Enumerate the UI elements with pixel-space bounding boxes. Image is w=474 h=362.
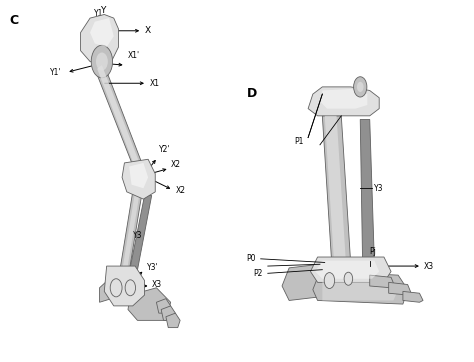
Polygon shape (81, 14, 118, 65)
Polygon shape (313, 272, 408, 304)
Text: Y3: Y3 (374, 184, 384, 193)
Polygon shape (97, 65, 142, 174)
Polygon shape (320, 89, 367, 109)
Polygon shape (310, 257, 391, 282)
Polygon shape (128, 195, 152, 282)
Polygon shape (403, 291, 423, 302)
Circle shape (110, 279, 122, 297)
Polygon shape (156, 299, 171, 313)
Text: C: C (9, 14, 18, 28)
Text: P1: P1 (294, 137, 303, 146)
Polygon shape (282, 264, 320, 300)
Text: P0: P0 (246, 254, 256, 262)
Polygon shape (389, 282, 411, 295)
Circle shape (354, 77, 367, 97)
Polygon shape (360, 119, 374, 264)
Text: Y3: Y3 (133, 231, 142, 240)
Bar (237, 0, 474, 80)
Polygon shape (128, 288, 171, 320)
Polygon shape (325, 116, 346, 264)
Text: Y3': Y3' (147, 264, 159, 272)
Text: Y1': Y1' (50, 68, 62, 77)
Polygon shape (166, 313, 180, 328)
Polygon shape (322, 275, 398, 300)
Text: Pj: Pj (370, 247, 377, 256)
Polygon shape (100, 277, 111, 302)
Polygon shape (370, 275, 394, 288)
Circle shape (324, 273, 335, 289)
Text: Y2': Y2' (159, 145, 170, 154)
Polygon shape (118, 192, 142, 279)
Text: X1': X1' (128, 51, 140, 60)
Text: X: X (145, 26, 151, 35)
Polygon shape (122, 159, 155, 199)
Text: Y1: Y1 (94, 9, 103, 18)
Polygon shape (95, 65, 145, 177)
Circle shape (344, 272, 353, 285)
Polygon shape (90, 18, 114, 47)
Polygon shape (322, 116, 351, 264)
Text: X3: X3 (152, 280, 162, 289)
Text: X2: X2 (171, 160, 181, 169)
Circle shape (125, 280, 136, 296)
Circle shape (357, 82, 364, 92)
Text: D: D (246, 87, 257, 100)
Text: X2: X2 (175, 186, 185, 194)
Polygon shape (161, 306, 175, 320)
Text: P2: P2 (254, 269, 263, 278)
Text: Y: Y (100, 6, 106, 15)
Polygon shape (104, 266, 145, 306)
Text: X3: X3 (424, 262, 434, 270)
Polygon shape (308, 87, 379, 116)
Circle shape (91, 45, 112, 78)
Polygon shape (121, 192, 140, 279)
Polygon shape (129, 163, 148, 188)
Text: X1: X1 (149, 79, 159, 88)
Text: X3': X3' (148, 294, 160, 303)
Circle shape (96, 52, 108, 71)
Polygon shape (315, 261, 379, 279)
